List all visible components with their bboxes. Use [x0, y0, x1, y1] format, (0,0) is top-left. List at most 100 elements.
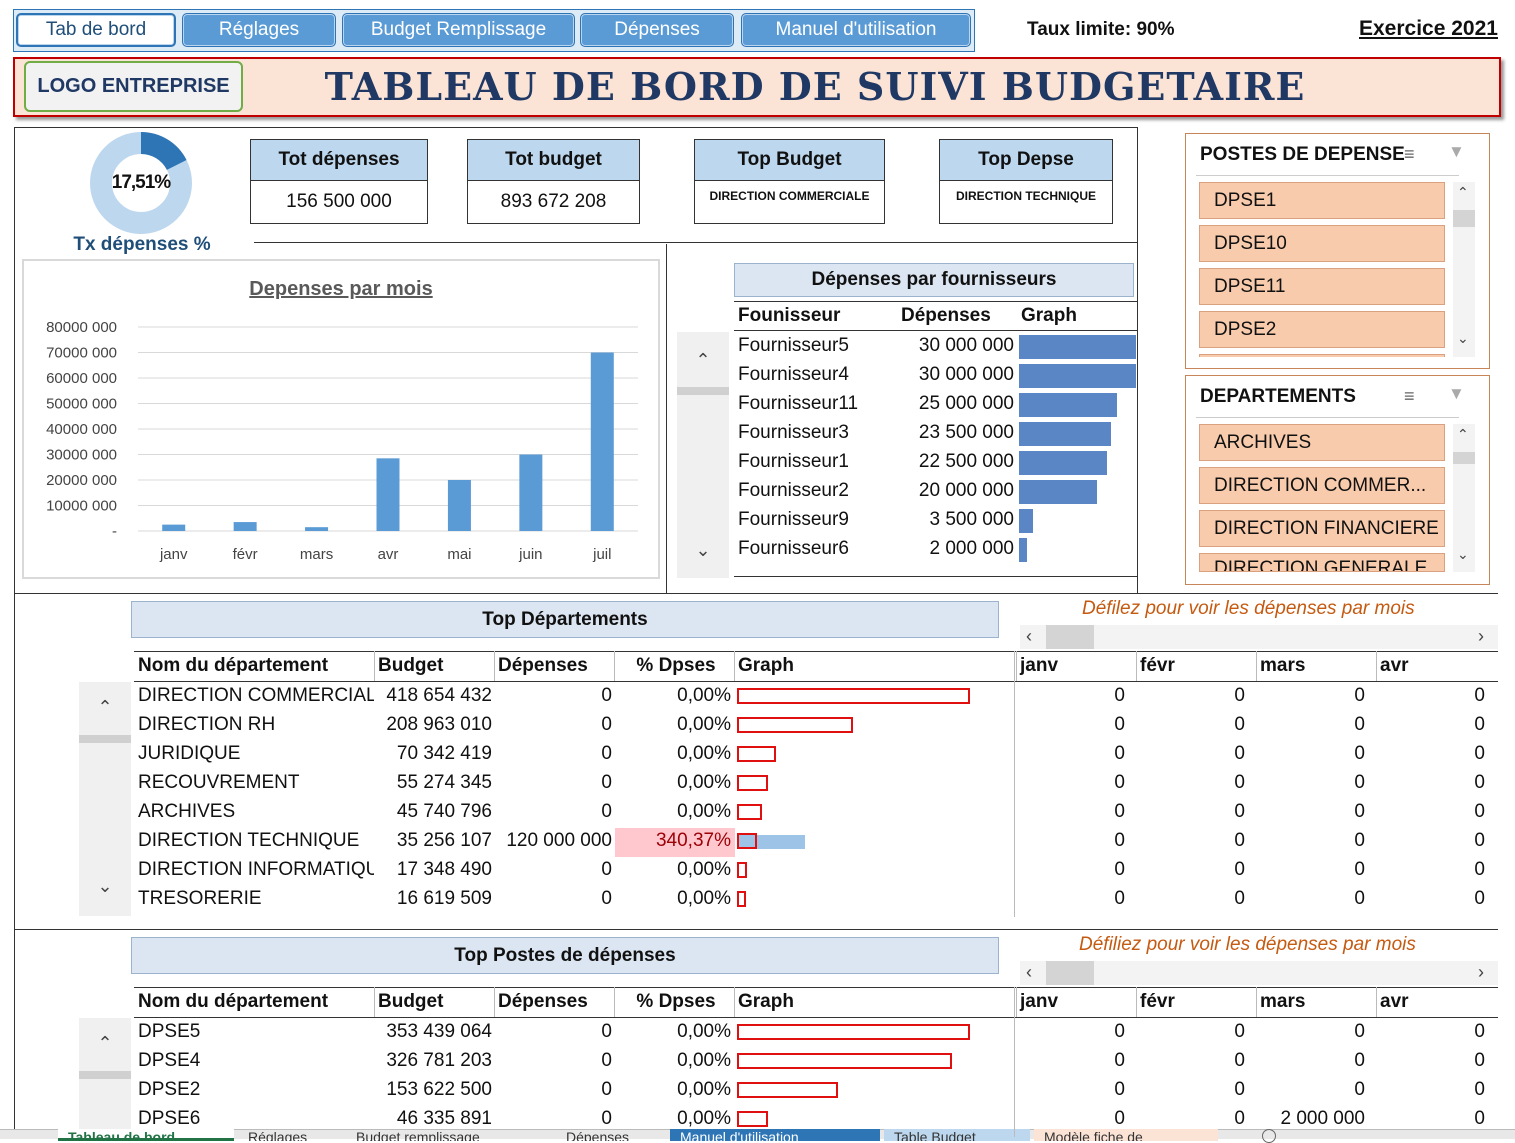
row-month-value: 0 — [1354, 1079, 1365, 1100]
add-sheet-icon[interactable] — [1262, 1129, 1276, 1143]
bar-janv[interactable] — [162, 524, 186, 531]
fournisseurs-scroll-down-icon[interactable]: ⌄ — [695, 540, 711, 560]
row-month-value: 0 — [1354, 685, 1365, 706]
multiselect-icon[interactable]: ≡ — [1404, 386, 1415, 406]
clear-filter-icon[interactable]: ▼ — [1448, 384, 1465, 403]
row-budget: 16 619 509 — [396, 888, 492, 909]
bar-juin[interactable] — [519, 454, 543, 532]
slicer-departements-thumb[interactable] — [1453, 452, 1475, 464]
top-postes-title: Top Postes de dépenses — [131, 937, 999, 974]
top-postes-scroll-thumb[interactable] — [79, 1071, 131, 1079]
slicer-departements-down-icon[interactable]: ⌄ — [1457, 546, 1469, 562]
col-divider — [1136, 987, 1137, 1017]
donut-caption: Tx dépenses % — [73, 234, 211, 255]
top-departements-scroll-up-icon[interactable]: ⌃ — [97, 697, 113, 717]
row-depenses: 0 — [601, 714, 612, 735]
top-postes-hscroll[interactable] — [1020, 961, 1498, 985]
top-departements-scroll-down-icon[interactable]: ⌄ — [97, 876, 113, 896]
slicer-postes-thumb[interactable] — [1453, 210, 1475, 227]
logo-entreprise: LOGO ENTREPRISE — [24, 61, 243, 112]
slicer-postes-up-icon[interactable]: ⌃ — [1457, 184, 1469, 200]
fournisseurs-scroll-thumb[interactable] — [677, 387, 729, 395]
sheet-tab-modele-fiche[interactable]: Modèle fiche de — [1034, 1129, 1218, 1141]
row-month-value: 0 — [1354, 772, 1365, 793]
bar-mai[interactable] — [447, 480, 471, 531]
slicer-item-direction-generale[interactable]: DIRECTION GENERALE — [1199, 553, 1445, 572]
slicer-item-dpse10[interactable]: DPSE10 — [1199, 225, 1445, 262]
sheet-tab-budget-remplissage[interactable]: Budget remplissage — [356, 1129, 480, 1141]
fournisseur-depenses: 22 500 000 — [918, 451, 1014, 472]
bar-mars[interactable] — [305, 527, 329, 531]
fournisseur-name: Fournisseur5 — [738, 335, 849, 356]
row-month-value: 0 — [1354, 714, 1365, 735]
x-tick-label: janv — [159, 546, 188, 563]
slicer-item-archives[interactable]: ARCHIVES — [1199, 424, 1445, 461]
top-postes-hscroll-thumb[interactable] — [1046, 961, 1094, 985]
col-divider — [1136, 651, 1137, 681]
slicer-item-partial[interactable] — [1199, 354, 1445, 357]
y-tick-label: 80000 000 — [46, 319, 117, 336]
clear-filter-icon[interactable]: ▼ — [1448, 142, 1465, 161]
row-month-value: 0 — [1114, 1079, 1125, 1100]
y-tick-label: 20000 000 — [46, 472, 117, 489]
top_departements-col-janv: janv — [1020, 655, 1059, 676]
tab-reglages[interactable]: Réglages — [182, 13, 336, 47]
top-departements-hscroll-thumb[interactable] — [1046, 625, 1094, 649]
tab-depenses[interactable]: Dépenses — [580, 13, 734, 47]
slicer-item-dpse2[interactable]: DPSE2 — [1199, 311, 1445, 348]
slicer-departements-up-icon[interactable]: ⌃ — [1457, 426, 1469, 442]
row-month-value: 0 — [1474, 772, 1485, 793]
top-postes-hscroll-left-icon[interactable]: ‹ — [1026, 962, 1032, 982]
row-month-value: 0 — [1354, 859, 1365, 880]
slicer-postes-down-icon[interactable]: ⌄ — [1457, 330, 1469, 346]
top-departements-scrollbar[interactable] — [79, 682, 131, 916]
bar-juil[interactable] — [590, 352, 614, 532]
slicer-postes-title: POSTES DE DEPENSE — [1200, 144, 1405, 165]
sheet-tab-depenses[interactable]: Dépenses — [566, 1129, 630, 1141]
kpi-tot-budget: Tot budget 893 672 208 — [467, 139, 640, 224]
slicer-item-direction-financiere[interactable]: DIRECTION FINANCIERE — [1199, 510, 1445, 547]
slicer-item-direction-commerciale[interactable]: DIRECTION COMMER... — [1199, 467, 1445, 504]
chart-separator — [666, 244, 667, 593]
top_postes-col-mars: mars — [1260, 991, 1306, 1012]
bar-avr[interactable] — [376, 458, 400, 531]
sheet-tab-table-budget[interactable]: Table Budget — [884, 1129, 1030, 1141]
section-divider-2 — [14, 929, 1498, 930]
slicer-item-dpse1[interactable]: DPSE1 — [1199, 182, 1445, 219]
fournisseur-name: Fournisseur4 — [738, 364, 849, 385]
row-budget-bar — [737, 1053, 953, 1069]
fournisseur-depenses: 30 000 000 — [918, 335, 1014, 356]
top-postes-scroll-up-icon[interactable]: ⌃ — [97, 1033, 113, 1053]
slicer-item-dpse11[interactable]: DPSE11 — [1199, 268, 1445, 305]
sheet-tab-tableau-de-bord[interactable]: Tableau de bord — [58, 1129, 234, 1141]
sheet-tab-reglages[interactable]: Réglages — [248, 1129, 308, 1141]
top-departements-scroll-thumb[interactable] — [79, 735, 131, 743]
y-tick-label: - — [112, 523, 117, 540]
top-departements-hscroll-right-icon[interactable]: › — [1478, 626, 1484, 646]
chart-title: Depenses par mois — [249, 278, 433, 300]
fournisseur-name: Fournisseur6 — [738, 538, 849, 559]
bar-févr[interactable] — [233, 522, 257, 531]
tab-budget-remplissage[interactable]: Budget Remplissage — [342, 13, 575, 47]
tab-tableau-de-bord[interactable]: Tab de bord — [16, 13, 176, 47]
fournisseur-name: Fournisseur1 — [738, 451, 849, 472]
row-depenses: 0 — [601, 1050, 612, 1071]
kpi-top-depse: Top Depse DIRECTION TECHNIQUE — [939, 139, 1113, 224]
kpi-top-depse-value: DIRECTION TECHNIQUE — [955, 189, 1096, 203]
tab-manuel[interactable]: Manuel d'utilisation — [741, 13, 971, 47]
top-postes-hscroll-right-icon[interactable]: › — [1478, 962, 1484, 982]
multiselect-icon[interactable]: ≡ — [1404, 144, 1415, 164]
fournisseurs-scrollbar[interactable] — [677, 332, 729, 578]
fournisseurs-scroll-up-icon[interactable]: ⌃ — [695, 350, 711, 370]
row-budget-bar — [737, 717, 854, 733]
row-month-value: 0 — [1234, 714, 1245, 735]
sheet-tab-manuel[interactable]: Manuel d'utilisation — [670, 1129, 880, 1141]
row-month-value: 0 — [1234, 801, 1245, 822]
top-departements-hscroll[interactable] — [1020, 625, 1498, 649]
top_postes-col-fevr: févr — [1140, 991, 1175, 1012]
row-month-value: 0 — [1234, 888, 1245, 909]
row-month-value: 0 — [1234, 743, 1245, 764]
chart-frame — [22, 259, 660, 579]
top-departements-hscroll-left-icon[interactable]: ‹ — [1026, 626, 1032, 646]
top_postes-col-janv: janv — [1020, 991, 1059, 1012]
